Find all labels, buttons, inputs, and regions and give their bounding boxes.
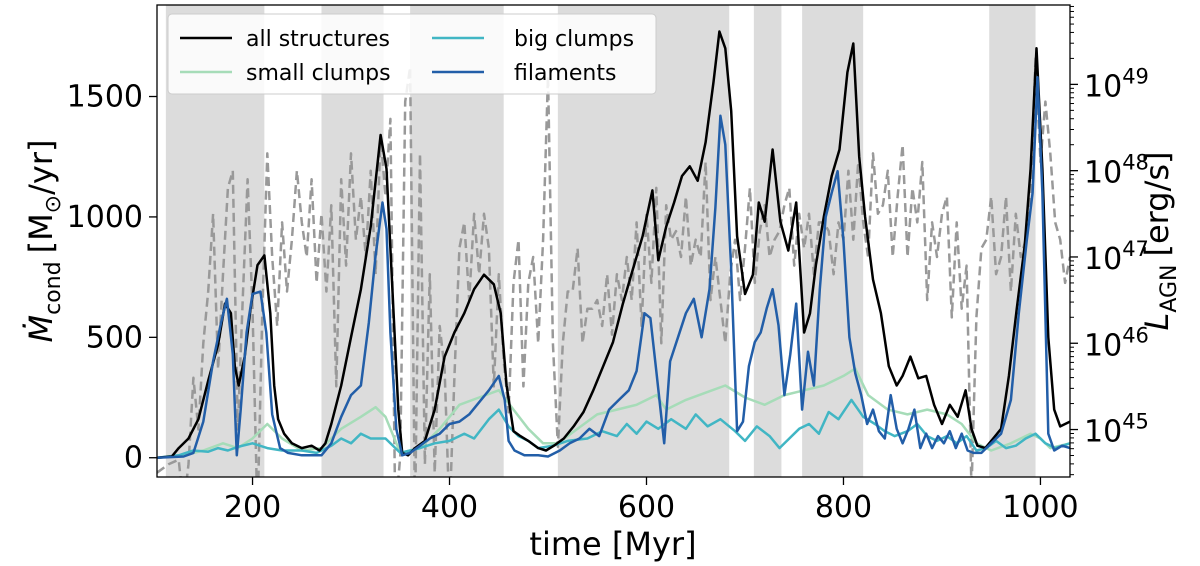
r-label-sub: AGN: [1157, 265, 1182, 313]
legend-label-small-clumps: small clumps: [246, 61, 391, 86]
y-label-sub: cond: [41, 261, 66, 314]
x-tick-label-1000: 1000: [1002, 490, 1078, 525]
y-label-units: [M: [22, 213, 60, 253]
y-tick-label-0: 0: [124, 441, 143, 476]
y-right-tick-exponent: 47: [1122, 237, 1149, 261]
plot-frame: [156, 4, 1071, 478]
y-right-tick-label-47: 1047: [1084, 237, 1149, 277]
y-label-sun: ⊙: [41, 195, 66, 213]
x-tick-label-200: 200: [224, 490, 281, 525]
series-line-all-structures: [157, 30, 1070, 459]
y-axis-label-right: LAGN [erg/s]: [1138, 151, 1182, 330]
shaded-interval-6: [989, 5, 1036, 477]
y-right-tick-base: 10: [1084, 328, 1122, 363]
legend-label-all-structures: all structures: [246, 27, 390, 52]
y-right-tick-exponent: 49: [1122, 64, 1149, 88]
series-line-filaments: [157, 75, 1070, 459]
legend-label-big-clumps: big clumps: [514, 27, 634, 52]
legend-box: [167, 13, 657, 95]
y-tick-label-500: 500: [86, 320, 143, 355]
y-right-tick-label-48: 1048: [1084, 151, 1149, 191]
x-tick-label-400: 400: [421, 490, 478, 525]
y-label-units-tail: /yr]: [22, 140, 60, 195]
x-axis: 200 400 600 800 1000: [224, 477, 1079, 525]
y-right-tick-label-45: 1045: [1084, 410, 1149, 450]
r-label-symbol: L: [1138, 313, 1176, 331]
y-right-tick-exponent: 46: [1122, 323, 1149, 347]
y-right-tick-label-46: 1046: [1084, 323, 1149, 363]
y-right-tick-base: 10: [1084, 415, 1122, 450]
x-tick-label-600: 600: [618, 490, 675, 525]
y-right-tick-base: 10: [1084, 156, 1122, 191]
y-right-tick-exponent: 48: [1122, 151, 1149, 175]
y-right-tick-exponent: 45: [1122, 410, 1149, 434]
y-right-tick-label-49: 1049: [1084, 64, 1149, 104]
legend-label-filaments: filaments: [514, 61, 616, 86]
y-right-tick-base: 10: [1084, 242, 1122, 277]
y-tick-label-1000: 1000: [67, 200, 143, 235]
y-axis-left: 0 500 1000 1500: [67, 80, 157, 476]
series-group: [157, 30, 1070, 477]
legend: all structures small clumps big clumps f…: [167, 13, 657, 95]
y-right-tick-base: 10: [1084, 69, 1122, 104]
y-axis-label-left: Ṁcond [M⊙/yr]: [22, 140, 66, 343]
x-axis-label: time [Myr]: [529, 525, 696, 563]
x-tick-label-800: 800: [815, 490, 872, 525]
y-tick-label-1500: 1500: [67, 80, 143, 115]
y-label-symbol: Ṁ: [22, 315, 60, 343]
series-line-l-agn: [157, 57, 1070, 477]
r-label-units: [erg/s]: [1138, 151, 1176, 256]
